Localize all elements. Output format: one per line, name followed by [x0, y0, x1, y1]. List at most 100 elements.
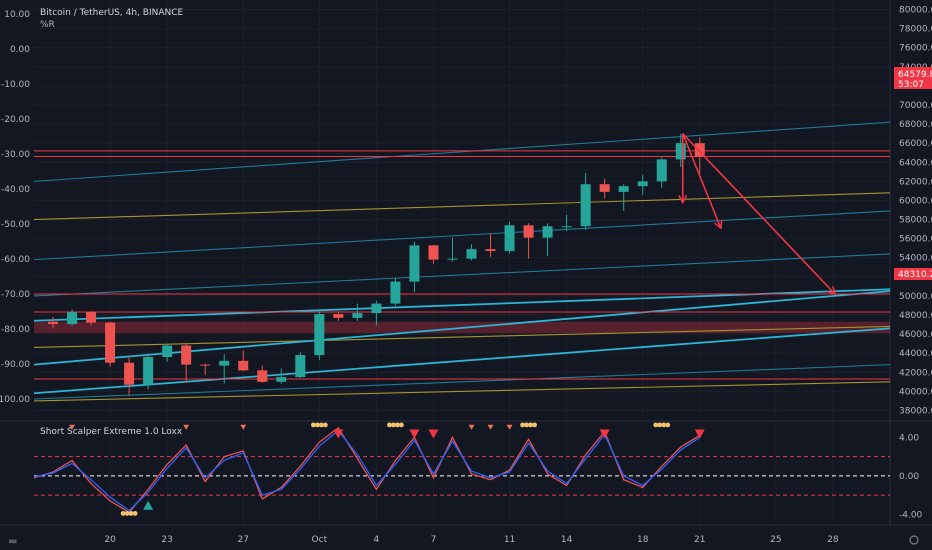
percent-r-tick-label: 10.00: [4, 10, 30, 20]
trend-line: [33, 121, 891, 182]
oscillator-pane: [33, 422, 890, 516]
candle-body: [542, 226, 553, 238]
candle-body: [447, 258, 458, 260]
price-tick-label: 66000.00: [899, 139, 932, 149]
candle-body: [466, 249, 477, 259]
candle-body: [219, 360, 230, 366]
candle-body: [162, 345, 173, 357]
candle-body: [67, 312, 78, 325]
candle-body: [314, 314, 325, 356]
candle-body: [352, 313, 363, 318]
candle-body: [333, 314, 344, 318]
price-tick-label: 80000.00: [899, 6, 932, 16]
oscillator-title: Short Scalper Extreme 1.0 Loxx: [40, 427, 183, 437]
percent-r-tick-label: -20.00: [1, 115, 30, 125]
small-signal-marker: [487, 424, 494, 430]
price-tick-label: 70000.00: [899, 101, 932, 111]
small-signal-marker: [69, 424, 76, 430]
marked-level-badge: [894, 268, 932, 280]
time-tick-label: 25: [770, 535, 781, 545]
forecast-arrow: [682, 133, 722, 229]
chart-title: Bitcoin / TetherUS, 4h, BINANCE: [40, 8, 184, 18]
countdown-label: 53:07: [898, 80, 924, 90]
time-tick-label: 23: [161, 535, 172, 545]
candle-body: [371, 303, 382, 314]
time-tick-label: 20: [104, 535, 116, 545]
price-tick-label: 68000.00: [899, 120, 932, 130]
candle-body: [675, 143, 686, 160]
signal-dots: [399, 422, 404, 428]
candle-body: [143, 357, 154, 385]
price-tick-label: 62000.00: [899, 177, 932, 187]
signal-dots: [532, 422, 537, 428]
candle-body: [523, 225, 534, 238]
last-price-label: 64579.86: [898, 70, 932, 80]
oscillator-tick-label: 0.00: [899, 472, 919, 482]
forecast-arrows: [678, 133, 837, 296]
price-tick-label: 54000.00: [899, 254, 932, 264]
price-tick-label: 78000.00: [899, 25, 932, 35]
signal-dots: [528, 422, 533, 428]
percent-r-tick-label: -70.00: [1, 290, 30, 300]
sell-signal-marker: [599, 429, 610, 439]
candle-body: [238, 360, 249, 371]
signal-dots: [314, 422, 320, 428]
candles: [48, 133, 705, 396]
candle-body: [637, 181, 648, 187]
last-price-badge: [894, 67, 932, 89]
signal-dots: [124, 511, 130, 516]
candle-body: [599, 184, 610, 192]
time-tick-label: 28: [827, 535, 839, 545]
signal-dots: [661, 422, 667, 428]
sell-signal-marker: [333, 429, 344, 439]
trend-line: [33, 364, 891, 400]
candle-body: [428, 245, 439, 260]
price-tick-label: 76000.00: [899, 44, 932, 54]
candle-body: [580, 184, 591, 227]
trend-line: [33, 290, 891, 366]
percent-r-tick-label: -90.00: [1, 360, 30, 370]
percent-r-tick-label: -100.00: [0, 395, 30, 405]
small-signal-marker: [468, 424, 475, 430]
candle-body: [656, 159, 667, 182]
forecast-arrow: [682, 133, 836, 295]
overlay-label: %R: [40, 20, 55, 30]
settings-icon[interactable]: [909, 535, 919, 545]
small-signal-marker: [240, 424, 247, 430]
percent-r-tick-label: -30.00: [1, 150, 30, 160]
candle-body: [390, 281, 401, 304]
time-tick-label: 4: [374, 535, 380, 545]
trend-line: [33, 381, 891, 402]
signal-dots: [653, 422, 659, 428]
price-tick-label: 50000.00: [899, 292, 932, 302]
percent-r-tick-label: -50.00: [1, 220, 30, 230]
small-signal-marker: [183, 424, 190, 430]
trend-line: [33, 253, 891, 297]
forecast-arrowhead: [714, 220, 723, 230]
price-tick-label: 56000.00: [899, 235, 932, 245]
time-tick-label: 27: [238, 535, 249, 545]
price-tick-label: 48000.00: [899, 311, 932, 321]
candle-body: [105, 322, 116, 363]
price-tick-label: 64000.00: [899, 158, 932, 168]
time-tick-label: 11: [504, 535, 515, 545]
sell-signal-marker: [694, 429, 705, 439]
percent-r-tick-label: -10.00: [1, 80, 30, 90]
trend-line: [33, 327, 891, 395]
signal-dots: [520, 422, 525, 428]
signal-dots: [657, 422, 663, 428]
percent-r-tick-label: 0.00: [10, 45, 30, 55]
price-tick-label: 40000.00: [899, 387, 932, 397]
price-tick-label: 60000.00: [899, 196, 932, 206]
price-tick-label: 42000.00: [899, 368, 932, 378]
price-tick-label: 58000.00: [899, 216, 932, 226]
candle-body: [295, 355, 306, 378]
candle-body: [694, 143, 705, 157]
oscillator-tick-label: 4.00: [899, 433, 919, 443]
candle-body: [86, 312, 97, 323]
price-tick-label: 46000.00: [899, 330, 932, 340]
candle-body: [276, 377, 287, 382]
sell-signal-marker: [409, 429, 420, 439]
oscillator-tick-label: -4.00: [899, 510, 923, 520]
forecast-arrowhead: [678, 194, 688, 205]
